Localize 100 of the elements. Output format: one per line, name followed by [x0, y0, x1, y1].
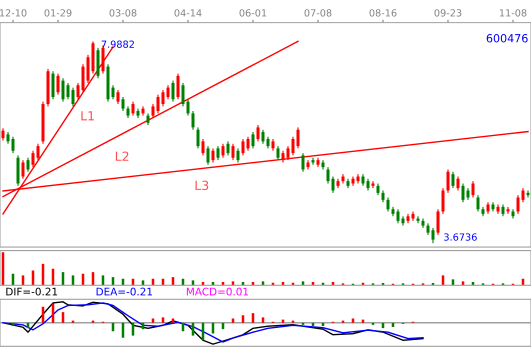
bar	[272, 282, 274, 286]
annotation: L3	[196, 180, 208, 190]
bar	[282, 282, 284, 286]
candlestick	[382, 190, 384, 203]
bar	[202, 282, 204, 286]
bar	[82, 274, 84, 286]
bar	[442, 275, 444, 286]
bar	[192, 280, 194, 286]
bar	[62, 312, 64, 323]
bar	[182, 278, 184, 286]
candlestick	[6, 131, 10, 144]
candlestick	[406, 213, 410, 224]
bar	[332, 282, 334, 286]
candlestick	[342, 174, 344, 184]
candlestick	[206, 146, 210, 166]
candlestick	[332, 176, 334, 194]
candlestick	[436, 208, 440, 236]
bar	[92, 272, 94, 286]
bar	[292, 282, 294, 286]
candlestick	[286, 146, 290, 161]
candlestick	[252, 131, 254, 149]
candlestick	[466, 188, 470, 200]
candlestick	[262, 129, 264, 144]
bar	[232, 318, 234, 323]
bar	[162, 317, 164, 323]
bar	[182, 322, 184, 332]
candlestick	[156, 94, 160, 114]
bar	[322, 322, 324, 326]
candlestick	[306, 160, 310, 170]
candlestick	[226, 140, 230, 156]
candlestick	[316, 157, 320, 168]
candlestick	[236, 148, 240, 163]
candlestick	[116, 89, 120, 105]
candlestick	[402, 216, 404, 226]
candlestick	[512, 208, 514, 220]
x-tick-label: 04-14	[174, 9, 202, 17]
candlestick	[186, 98, 190, 116]
x-tick-label: 01-29	[44, 9, 72, 17]
candlestick	[412, 210, 414, 222]
candlestick	[446, 168, 450, 194]
candlestick	[396, 208, 400, 224]
bar	[22, 275, 24, 286]
candlestick	[502, 204, 504, 217]
candlestick	[392, 206, 394, 217]
candlestick	[376, 182, 380, 196]
x-tick-label: 08-16	[370, 9, 397, 17]
candlestick	[72, 87, 74, 107]
bar	[232, 281, 234, 286]
candlestick	[222, 143, 224, 158]
candlestick	[462, 182, 464, 203]
x-tick-label: 06-01	[240, 9, 266, 17]
candlestick	[492, 202, 494, 212]
bar	[252, 282, 254, 286]
candlestick	[12, 136, 14, 154]
candlestick	[66, 82, 70, 100]
annotation: L2	[116, 151, 128, 161]
candlestick	[272, 138, 274, 152]
bar	[362, 320, 364, 323]
candlestick	[122, 96, 124, 112]
candlestick	[172, 80, 174, 102]
candlestick	[176, 73, 180, 100]
candlestick	[242, 138, 244, 156]
bar	[12, 274, 14, 286]
candlestick	[136, 108, 140, 119]
candlestick	[362, 174, 364, 186]
bar	[52, 304, 54, 323]
candlestick	[202, 138, 204, 156]
candlestick	[422, 218, 424, 228]
annotation: 3.6736	[444, 233, 477, 241]
bar	[222, 322, 224, 330]
bar	[242, 315, 244, 323]
bar	[42, 306, 44, 323]
candlestick	[356, 174, 360, 184]
candlestick	[456, 176, 460, 192]
candlestick	[132, 101, 134, 116]
candlestick	[212, 148, 214, 163]
candlestick	[256, 124, 260, 142]
bar	[42, 264, 44, 286]
bar	[322, 282, 324, 286]
candlestick	[496, 204, 500, 214]
bar	[392, 322, 394, 328]
candlestick	[2, 128, 4, 142]
candlestick	[36, 143, 40, 161]
candlestick	[126, 106, 130, 119]
candlestick	[112, 84, 114, 100]
candlestick	[386, 196, 390, 212]
candlestick	[82, 64, 84, 93]
candlestick	[86, 54, 90, 84]
candlestick	[482, 206, 484, 217]
series-label: MACD=0.01	[186, 288, 248, 296]
bar	[252, 313, 254, 323]
x-tick-label: 12-10	[0, 9, 26, 17]
candlestick	[146, 112, 150, 126]
x-tick-label: 07-08	[304, 9, 332, 17]
candlestick	[326, 166, 330, 184]
bar	[132, 322, 134, 336]
bar	[282, 320, 284, 323]
candlestick	[166, 84, 170, 100]
candlestick	[426, 222, 430, 236]
candlestick	[142, 106, 144, 116]
